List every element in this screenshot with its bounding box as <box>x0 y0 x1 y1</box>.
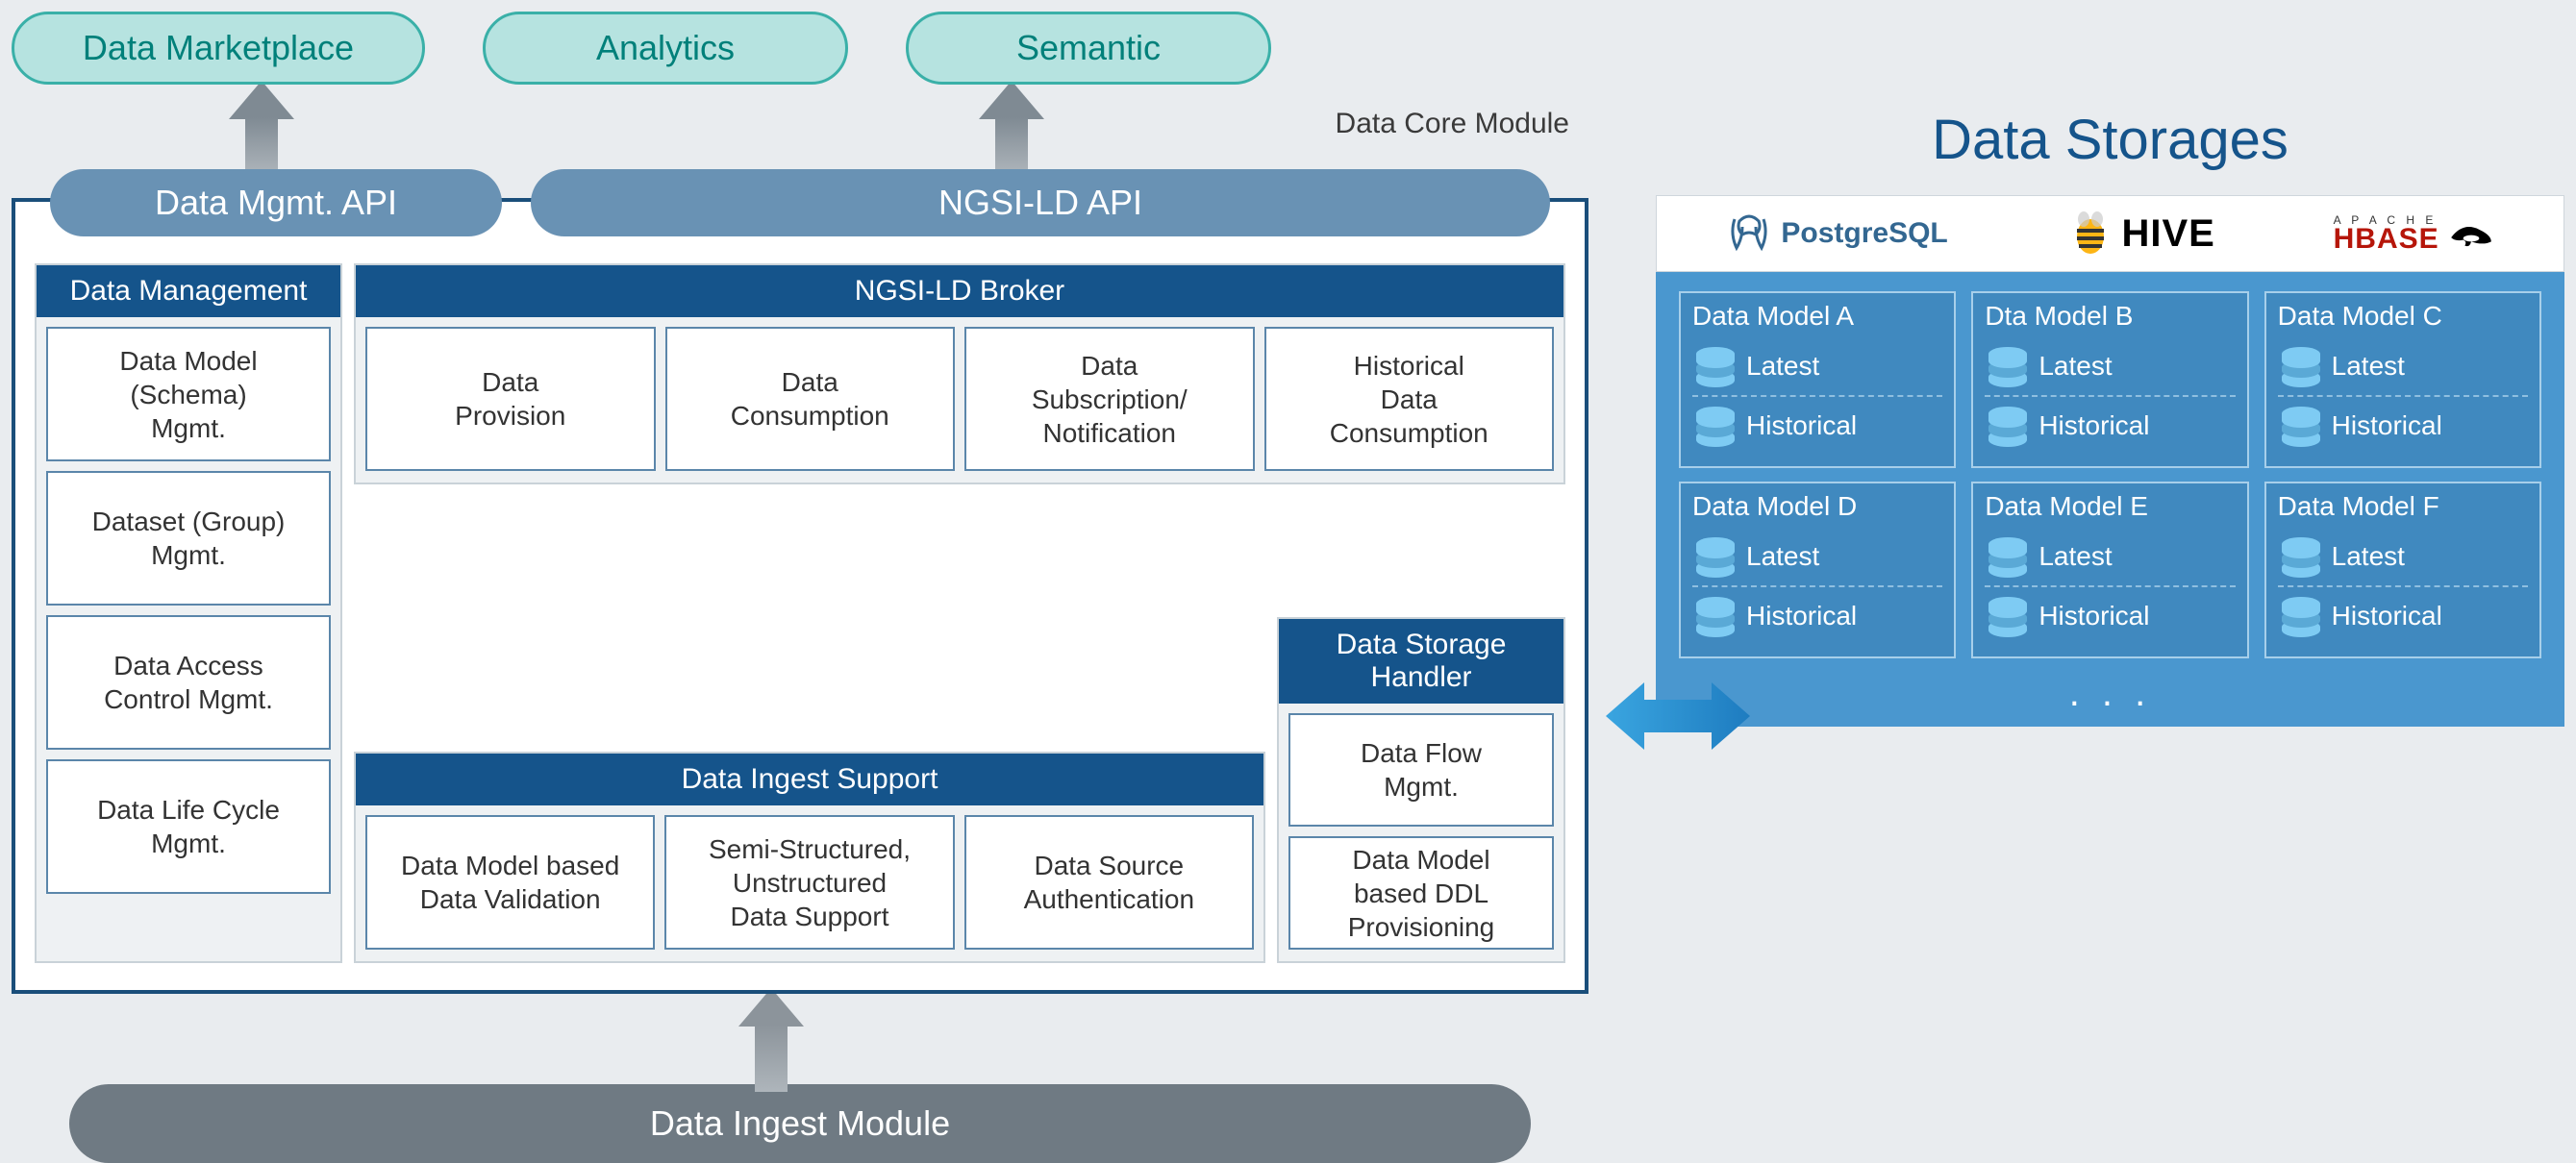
data-model-card: Data Model F Latest Historical <box>2264 482 2541 658</box>
cell-access-mgmt: Data Access Control Mgmt. <box>46 615 331 750</box>
card-title: Data Model F <box>2278 491 2528 522</box>
more-indicator: . . . <box>1679 672 2541 715</box>
double-arrow-icon <box>1606 673 1750 759</box>
left-panel: Data Marketplace Analytics Semantic Data… <box>12 12 1588 1163</box>
postgresql-logo: PostgreSQL <box>1725 210 1947 258</box>
database-icon <box>2282 407 2320 445</box>
database-icon <box>1696 537 1735 576</box>
database-icon <box>2282 537 2320 576</box>
database-icon <box>1696 407 1735 445</box>
data-model-card: Data Model E Latest Historical <box>1971 482 2248 658</box>
hive-logo: HIVE <box>2066 210 2215 258</box>
item-historical: Historical <box>2278 589 2528 643</box>
card-title: Dta Model B <box>1985 301 2235 332</box>
data-model-card: Data Model D Latest Historical <box>1679 482 1956 658</box>
database-icon <box>1988 407 2027 445</box>
cell-subscription: Data Subscription/ Notification <box>964 327 1255 471</box>
api-row: Data Mgmt. API NGSI-LD API <box>12 169 1588 236</box>
card-title: Data Model C <box>2278 301 2528 332</box>
section-header: Data Storage Handler <box>1279 619 1563 704</box>
cell-validation: Data Model based Data Validation <box>365 815 655 950</box>
item-latest: Latest <box>1692 530 1942 583</box>
hbase-logo: A P A C H E HBASE <box>2334 210 2495 258</box>
cell-provision: Data Provision <box>365 327 656 471</box>
arrow-up-icon <box>983 81 1040 167</box>
cell-consumption: Data Consumption <box>665 327 956 471</box>
item-latest: Latest <box>1985 339 2235 393</box>
database-icon <box>2282 597 2320 635</box>
section-header: Data Management <box>37 265 340 317</box>
mid-row: Data Ingest Support Data Model based Dat… <box>354 617 1565 963</box>
card-title: Data Model A <box>1692 301 1942 332</box>
item-historical: Historical <box>1985 399 2235 453</box>
cell-schema-mgmt: Data Model (Schema) Mgmt. <box>46 327 331 461</box>
api-data-mgmt: Data Mgmt. API <box>50 169 502 236</box>
section-header: Data Ingest Support <box>356 754 1263 805</box>
cell-auth: Data Source Authentication <box>964 815 1254 950</box>
bee-icon <box>2066 210 2114 258</box>
ds-row-1: Data Model A Latest Historical Dta Model… <box>1679 291 2541 468</box>
pill-analytics: Analytics <box>483 12 848 85</box>
ds-row-2: Data Model D Latest Historical Data Mode… <box>1679 482 2541 658</box>
database-icon <box>1988 347 2027 385</box>
section-broker: NGSI-LD Broker Data Provision Data Consu… <box>354 263 1565 484</box>
arrow-up-icon <box>742 988 800 1084</box>
item-latest: Latest <box>1985 530 2235 583</box>
item-historical: Historical <box>1692 589 1942 643</box>
item-latest: Latest <box>1692 339 1942 393</box>
elephant-icon <box>1725 210 1773 258</box>
right-panel: Data Storages PostgreSQL HIVE A P A C H … <box>1656 12 2564 727</box>
pill-semantic: Semantic <box>906 12 1271 85</box>
db-logos-panel: PostgreSQL HIVE A P A C H E HBASE <box>1656 195 2564 272</box>
pill-marketplace: Data Marketplace <box>12 12 425 85</box>
logo-text: PostgreSQL <box>1781 217 1947 250</box>
data-model-card: Dta Model B Latest Historical <box>1971 291 2248 468</box>
cell-lifecycle-mgmt: Data Life Cycle Mgmt. <box>46 759 331 894</box>
section-header: NGSI-LD Broker <box>356 265 1563 317</box>
orca-icon <box>2447 210 2495 258</box>
arrow-up-icon <box>233 81 290 167</box>
item-latest: Latest <box>2278 530 2528 583</box>
section-storage-handler: Data Storage Handler Data Flow Mgmt. Dat… <box>1277 617 1565 963</box>
data-storages-body: Data Model A Latest Historical Dta Model… <box>1656 272 2564 727</box>
core-module-box: Data Management Data Model (Schema) Mgmt… <box>12 198 1588 994</box>
logo-text: HBASE <box>2334 223 2439 255</box>
database-icon <box>2282 347 2320 385</box>
section-ingest-support: Data Ingest Support Data Model based Dat… <box>354 752 1265 963</box>
api-ngsi-ld: NGSI-LD API <box>531 169 1550 236</box>
database-icon <box>1988 537 2027 576</box>
diagram-root: Data Marketplace Analytics Semantic Data… <box>12 12 2564 1163</box>
section-data-mgmt: Data Management Data Model (Schema) Mgmt… <box>35 263 342 963</box>
card-title: Data Model E <box>1985 491 2235 522</box>
cell-dataflow: Data Flow Mgmt. <box>1288 713 1554 827</box>
data-storages-title: Data Storages <box>1656 108 2564 172</box>
data-model-card: Data Model A Latest Historical <box>1679 291 1956 468</box>
top-pills-row: Data Marketplace Analytics Semantic <box>12 12 1588 85</box>
ingest-module-pill: Data Ingest Module <box>69 1084 1531 1163</box>
card-title: Data Model D <box>1692 491 1942 522</box>
core-module-label: Data Core Module <box>1336 108 1569 140</box>
cell-unstructured: Semi-Structured, Unstructured Data Suppo… <box>664 815 954 950</box>
database-icon <box>1696 597 1735 635</box>
logo-text: HIVE <box>2122 212 2215 256</box>
data-model-card: Data Model C Latest Historical <box>2264 291 2541 468</box>
database-icon <box>1988 597 2027 635</box>
database-icon <box>1696 347 1735 385</box>
item-latest: Latest <box>2278 339 2528 393</box>
item-historical: Historical <box>1692 399 1942 453</box>
cell-historical: Historical Data Consumption <box>1264 327 1555 471</box>
cell-ddl: Data Model based DDL Provisioning <box>1288 836 1554 950</box>
main-column: NGSI-LD Broker Data Provision Data Consu… <box>354 263 1565 963</box>
item-historical: Historical <box>1985 589 2235 643</box>
item-historical: Historical <box>2278 399 2528 453</box>
cell-dataset-mgmt: Dataset (Group) Mgmt. <box>46 471 331 606</box>
